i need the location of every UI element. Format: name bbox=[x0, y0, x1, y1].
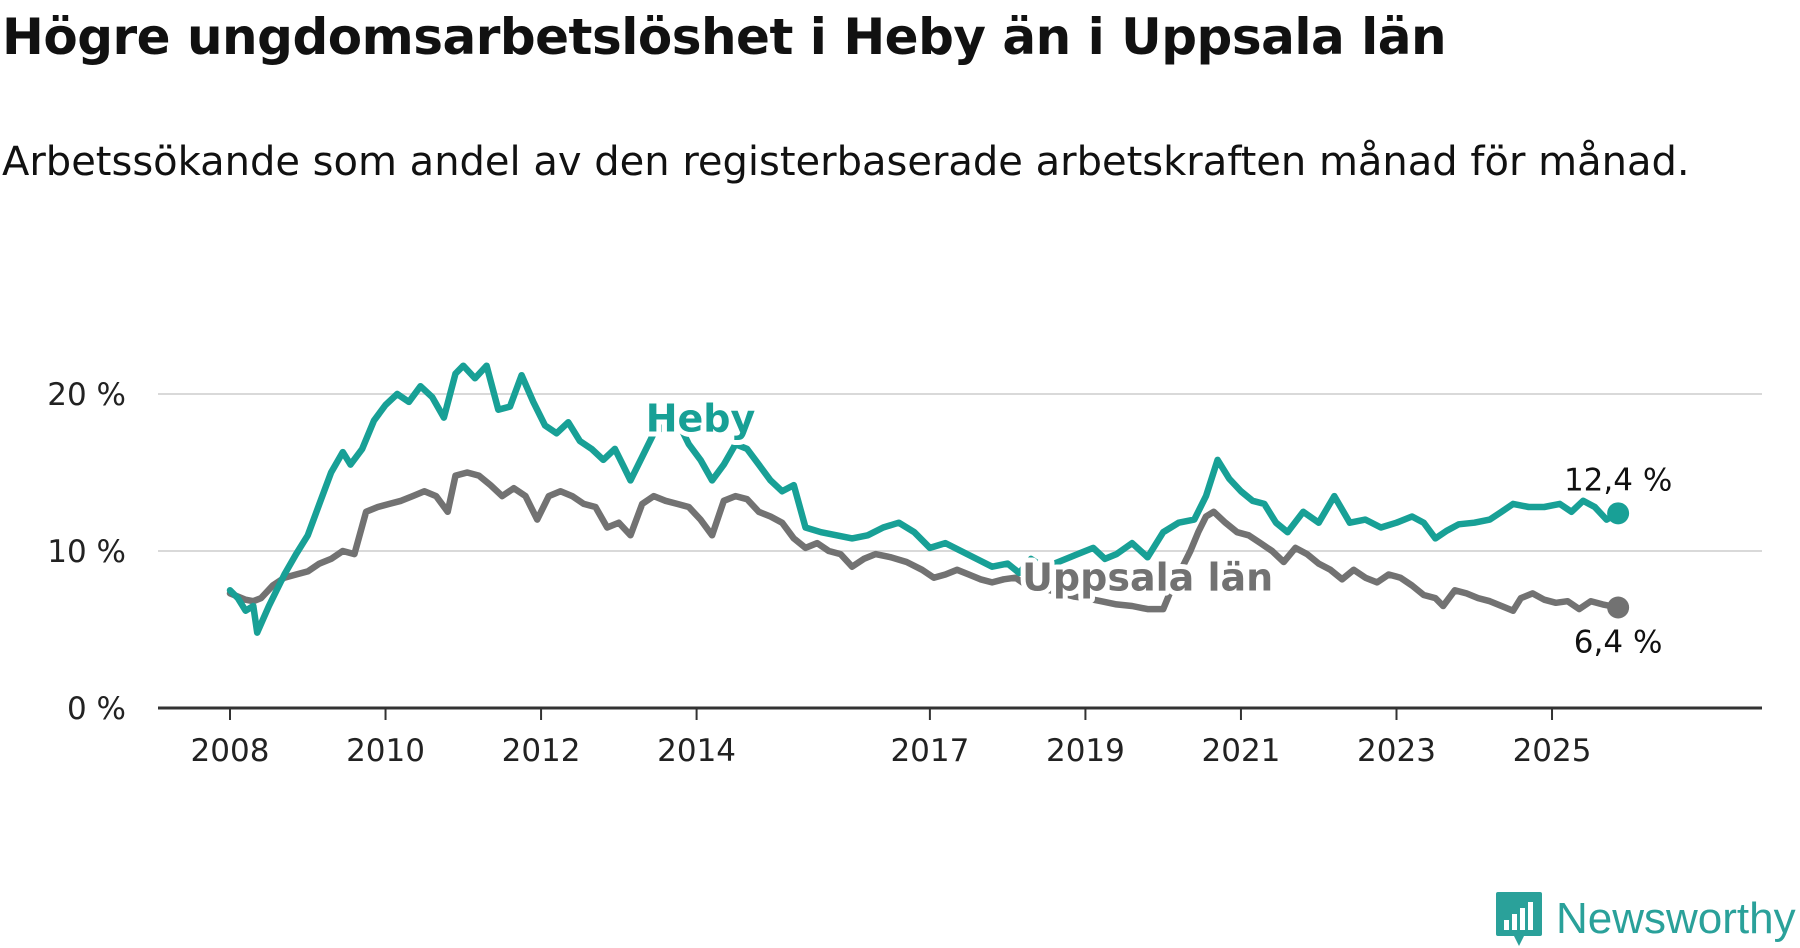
newsworthy-logo-icon bbox=[1496, 892, 1542, 946]
x-tick-label: 2023 bbox=[1357, 733, 1436, 769]
grid-lines bbox=[158, 393, 1762, 552]
uppsala-lan-line bbox=[226, 469, 1622, 614]
heby-series-label: Heby bbox=[646, 397, 756, 441]
uppsala-lan-end-marker bbox=[1607, 596, 1630, 619]
heby-end-marker bbox=[1607, 502, 1630, 525]
uppsala-lan-series-label: Uppsala län bbox=[1022, 555, 1273, 599]
x-tick-label: 2025 bbox=[1513, 733, 1592, 769]
y-tick-label: 10 % bbox=[47, 534, 126, 570]
x-tick-label: 2019 bbox=[1046, 733, 1125, 769]
chart-title: Högre ungdomsarbetslöshet i Heby än i Up… bbox=[2, 8, 1447, 66]
axes: 0 % 10 % 20 % 2008 2010 2012 2014 2017 2019 2021 2… bbox=[47, 377, 1762, 769]
x-tick-label: 2017 bbox=[890, 733, 969, 769]
brand-logo: Newsworthy bbox=[1494, 890, 1796, 948]
data-labels: 12,4 % 6,4 % Heby Uppsala län bbox=[641, 392, 1677, 665]
brand-name: Newsworthy bbox=[1556, 894, 1796, 943]
series-lines bbox=[226, 362, 1622, 636]
uppsala-lan-end-value-label: 6,4 % bbox=[1574, 625, 1663, 661]
x-tick-label: 2021 bbox=[1202, 733, 1281, 769]
x-tick-label: 2014 bbox=[657, 733, 736, 769]
x-tick-label: 2010 bbox=[346, 733, 425, 769]
heby-line bbox=[226, 362, 1622, 636]
x-tick-label: 2012 bbox=[502, 733, 581, 769]
chart-subtitle: Arbetssökande som andel av den registerb… bbox=[2, 139, 1690, 185]
y-tick-label: 0 % bbox=[67, 691, 126, 727]
y-tick-label: 20 % bbox=[47, 377, 126, 413]
x-tick-label: 2008 bbox=[191, 733, 270, 769]
heby-end-value-label: 12,4 % bbox=[1564, 462, 1672, 498]
